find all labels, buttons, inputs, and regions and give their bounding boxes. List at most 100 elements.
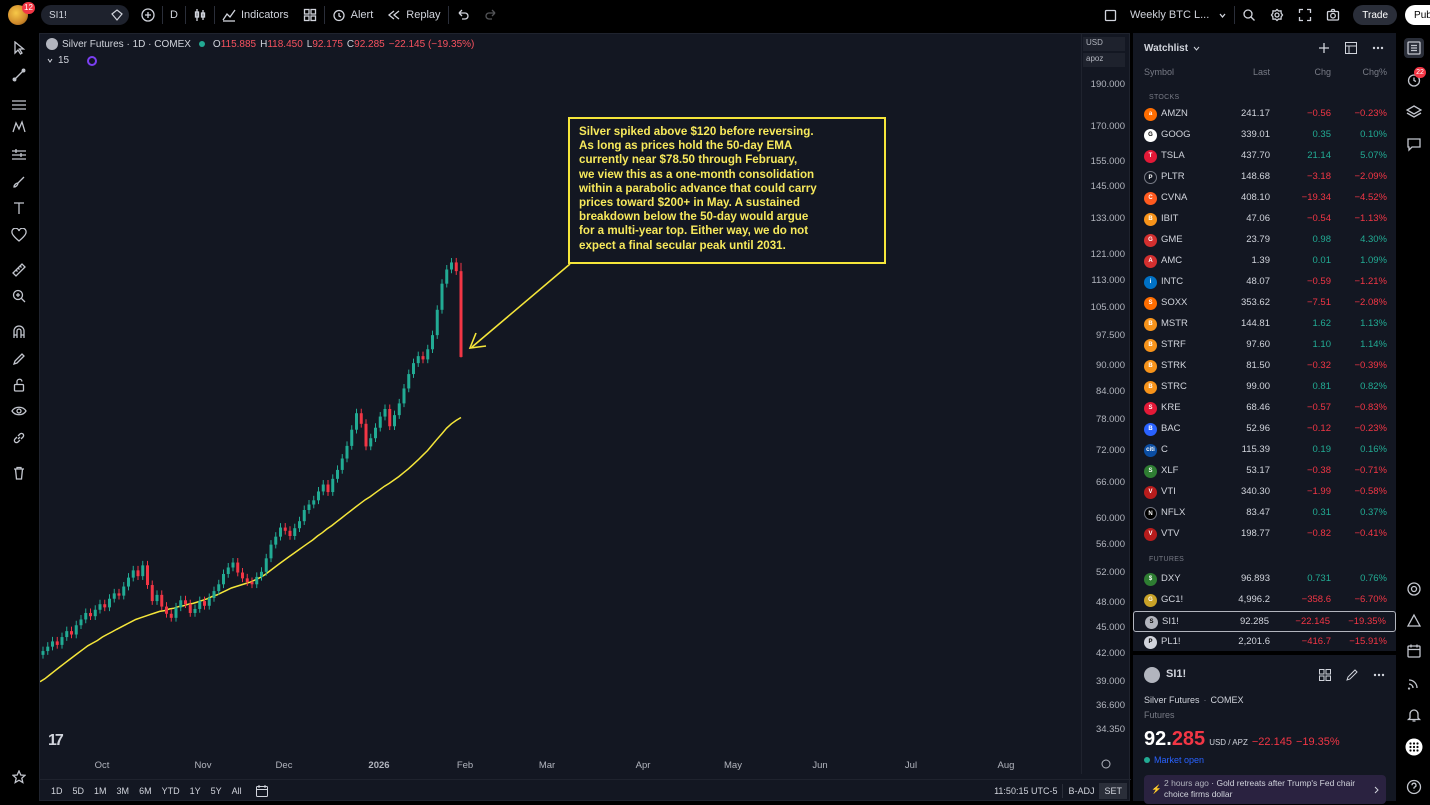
watchlist-row[interactable]: i INTC 48.07 −0.59 −1.21% bbox=[1133, 272, 1396, 293]
watchlist-row[interactable]: G GC1! 4,996.2 −358.6 −6.70% bbox=[1133, 590, 1396, 611]
watchlist-row[interactable]: G GME 23.79 0.98 4.30% bbox=[1133, 230, 1396, 251]
range-button-1d[interactable]: 1D bbox=[51, 785, 63, 796]
watchlist-title[interactable]: Watchlist bbox=[1144, 42, 1189, 54]
session-toggle[interactable]: SET bbox=[1099, 782, 1127, 799]
watchlist-row[interactable]: V VTV 198.77 −0.82 −0.41% bbox=[1133, 524, 1396, 545]
trendline-tool[interactable] bbox=[10, 66, 28, 84]
chart-type-button[interactable] bbox=[186, 0, 214, 30]
col-chg[interactable]: Chg bbox=[1314, 67, 1331, 77]
range-button-ytd[interactable]: YTD bbox=[161, 785, 180, 796]
section-futures[interactable]: FUTURES bbox=[1149, 556, 1185, 563]
clock[interactable]: 11:50:15 UTC-5 bbox=[994, 785, 1058, 796]
unit-label[interactable]: apoz bbox=[1083, 53, 1125, 67]
price-axis[interactable]: USD apoz 190.000 170.000 155.000 145.000 133… bbox=[1081, 34, 1129, 774]
watchlist-row[interactable]: B STRF 97.60 1.10 1.14% bbox=[1133, 335, 1396, 356]
watchlist-row[interactable]: C CVNA 408.10 −19.34 −4.52% bbox=[1133, 188, 1396, 209]
measure-tool[interactable] bbox=[10, 261, 28, 279]
watchlist-row[interactable]: N NFLX 83.47 0.31 0.37% bbox=[1133, 503, 1396, 524]
grid-icon[interactable] bbox=[1318, 668, 1332, 682]
stay-drawing-tool[interactable] bbox=[10, 350, 28, 368]
ema-period[interactable]: 15 bbox=[58, 55, 70, 66]
ideas-button[interactable] bbox=[1404, 611, 1424, 631]
fullscreen-button[interactable] bbox=[1291, 0, 1319, 30]
watchlist-row[interactable]: G GOOG 339.01 0.35 0.10% bbox=[1133, 125, 1396, 146]
more-icon[interactable] bbox=[1371, 41, 1385, 55]
range-button-5y[interactable]: 5Y bbox=[210, 785, 222, 796]
watchlist-row[interactable]: a AMZN 241.17 −0.56 −0.23% bbox=[1133, 104, 1396, 125]
watchlist-row[interactable]: B IBIT 47.06 −0.54 −1.13% bbox=[1133, 209, 1396, 230]
zoom-tool[interactable] bbox=[10, 287, 28, 305]
replay-button[interactable]: Replay bbox=[380, 0, 447, 30]
range-button-1m[interactable]: 1M bbox=[94, 785, 107, 796]
cursor-tool[interactable] bbox=[10, 39, 28, 57]
favorites-tool[interactable] bbox=[10, 226, 28, 244]
range-button-1y[interactable]: 1Y bbox=[189, 785, 201, 796]
hide-tool[interactable] bbox=[10, 402, 28, 420]
lock-tool[interactable] bbox=[10, 376, 28, 394]
brush-tool[interactable] bbox=[10, 173, 28, 191]
watchlist-row[interactable]: B STRC 99.00 0.81 0.82% bbox=[1133, 377, 1396, 398]
watchlist-row[interactable]: S KRE 68.46 −0.57 −0.83% bbox=[1133, 398, 1396, 419]
section-stocks[interactable]: STOCKS bbox=[1149, 94, 1180, 101]
collapse-icon[interactable] bbox=[46, 57, 54, 65]
watchlist-row[interactable]: A AMC 1.39 0.01 1.09% bbox=[1133, 251, 1396, 272]
apps-button[interactable] bbox=[1404, 737, 1424, 757]
add-symbol-icon[interactable] bbox=[1317, 41, 1331, 55]
compare-button[interactable] bbox=[134, 0, 162, 30]
watchlist-row[interactable]: T TSLA 437.70 21.14 5.07% bbox=[1133, 146, 1396, 167]
notifications-button[interactable] bbox=[1404, 705, 1424, 725]
details-name[interactable]: Silver Futures bbox=[1144, 695, 1200, 705]
remove-tool[interactable] bbox=[10, 464, 28, 482]
watchlist-row[interactable]: B STRK 81.50 −0.32 −0.39% bbox=[1133, 356, 1396, 377]
more-icon[interactable] bbox=[1372, 668, 1386, 682]
indicators-button[interactable]: Indicators bbox=[215, 0, 296, 30]
range-button-all[interactable]: All bbox=[231, 785, 242, 796]
watchlist-row[interactable]: S XLF 53.17 −0.38 −0.71% bbox=[1133, 461, 1396, 482]
col-symbol[interactable]: Symbol bbox=[1144, 67, 1175, 77]
streams-button[interactable] bbox=[1404, 673, 1424, 693]
publish-button[interactable]: Publish bbox=[1405, 5, 1430, 25]
watchlist-row[interactable]: B BAC 52.96 −0.12 −0.23% bbox=[1133, 419, 1396, 440]
watchlist-row[interactable]: citi C 115.39 0.19 0.16% bbox=[1133, 440, 1396, 461]
watchlist-row[interactable]: S SI1! 92.285 −22.145 −19.35% bbox=[1133, 611, 1396, 632]
col-last[interactable]: Last bbox=[1252, 67, 1270, 77]
help-button[interactable] bbox=[1404, 777, 1424, 797]
quick-search-button[interactable] bbox=[1235, 0, 1263, 30]
screener-button[interactable] bbox=[1404, 579, 1424, 599]
calendar-button[interactable] bbox=[1404, 641, 1424, 661]
layout-menu[interactable]: Weekly BTC L... bbox=[1097, 0, 1234, 30]
calendar-icon[interactable] bbox=[255, 784, 269, 798]
undo-button[interactable] bbox=[449, 0, 477, 30]
axis-settings-icon[interactable] bbox=[1100, 758, 1112, 770]
watchlist-row[interactable]: V VTI 340.30 −1.99 −0.58% bbox=[1133, 482, 1396, 503]
range-button-5d[interactable]: 5D bbox=[72, 785, 85, 796]
link-tool[interactable] bbox=[10, 429, 28, 447]
alert-button[interactable]: Alert bbox=[325, 0, 381, 30]
watchlist-row[interactable]: S SOXX 353.62 −7.51 −2.08% bbox=[1133, 293, 1396, 314]
watchlist-row[interactable]: B MSTR 144.81 1.62 1.13% bbox=[1133, 314, 1396, 335]
settings-button[interactable] bbox=[1263, 0, 1291, 30]
details-symbol[interactable]: SI1! bbox=[1166, 668, 1187, 680]
interval-button[interactable]: D bbox=[170, 9, 178, 21]
currency-label[interactable]: USD bbox=[1083, 37, 1125, 51]
news-card[interactable]: ⚡ 2 hours ago · Gold retreats after Trum… bbox=[1144, 775, 1386, 804]
chart-pane[interactable]: Silver Futures · 1D · COMEX O115.885 H11… bbox=[39, 33, 1131, 801]
object-tree-button[interactable] bbox=[1404, 102, 1424, 122]
chevron-down-icon[interactable] bbox=[1192, 44, 1201, 53]
fib-tool[interactable] bbox=[10, 96, 28, 114]
magnet-tool[interactable] bbox=[10, 323, 28, 341]
range-button-6m[interactable]: 6M bbox=[139, 785, 152, 796]
layouts-button[interactable] bbox=[296, 0, 324, 30]
redo-button[interactable] bbox=[477, 0, 505, 30]
col-chgp[interactable]: Chg% bbox=[1362, 67, 1387, 77]
forecast-tool[interactable] bbox=[10, 146, 28, 164]
annotation-callout[interactable]: Silver spiked above $120 before reversin… bbox=[568, 117, 886, 264]
snapshot-button[interactable] bbox=[1319, 0, 1347, 30]
chat-button[interactable] bbox=[1404, 134, 1424, 154]
time-axis[interactable]: Oct Nov Dec 2026 Feb Mar Apr May Jun Jul Aug bbox=[40, 756, 1111, 774]
legend-title[interactable]: Silver Futures · 1D · COMEX bbox=[62, 38, 191, 50]
watchlist-row[interactable]: P PL1! 2,201.6 −416.7 −15.91% bbox=[1133, 632, 1396, 653]
edit-icon[interactable] bbox=[1345, 668, 1359, 682]
text-tool[interactable] bbox=[10, 199, 28, 217]
trade-button[interactable]: Trade bbox=[1353, 5, 1398, 25]
